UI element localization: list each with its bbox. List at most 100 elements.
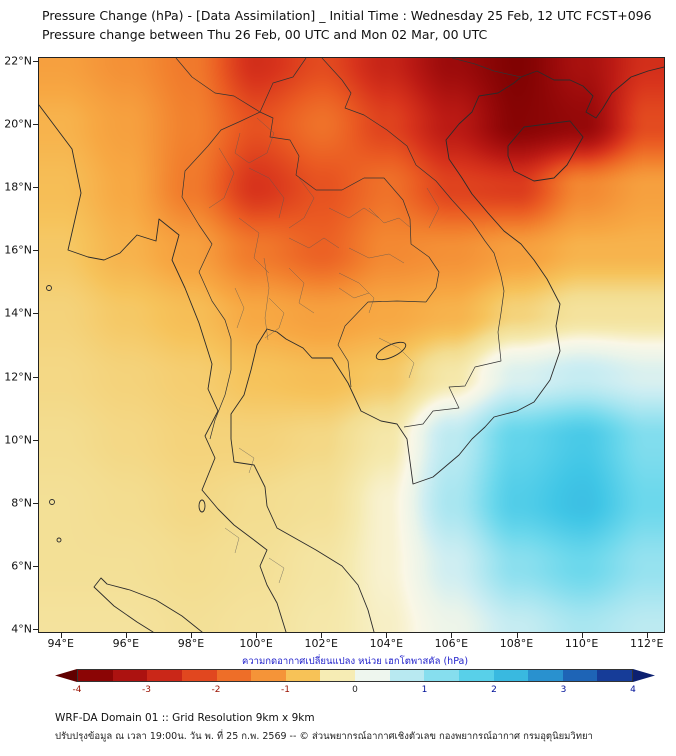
- small-island-1: [46, 285, 52, 291]
- lon-tick: [60, 633, 62, 638]
- colorbar-segment: [493, 670, 529, 681]
- lon-label: 102°E: [304, 637, 338, 650]
- lat-tick: [33, 313, 38, 315]
- lon-label: 112°E: [629, 637, 664, 650]
- sumatra-coast: [93, 577, 203, 632]
- lon-label: 106°E: [434, 637, 469, 650]
- latitude-ticks: [33, 58, 38, 634]
- lon-tick: [386, 633, 388, 638]
- colorbar-tick-label: -4: [72, 685, 82, 695]
- lon-label: 104°E: [369, 637, 404, 650]
- lon-label: 108°E: [499, 637, 534, 650]
- colorbar-segment: [424, 670, 459, 681]
- lon-tick: [646, 633, 648, 638]
- lat-label: 18°N: [4, 180, 32, 194]
- footer-domain-info: WRF-DA Domain 01 :: Grid Resolution 9km …: [55, 712, 315, 724]
- latitude-axis: 22°N 20°N 18°N 16°N 14°N 12°N 10°N 8°N 6°N 4°N: [0, 54, 34, 636]
- lon-label: 94°E: [47, 637, 75, 650]
- colorbar-segment: [216, 670, 252, 681]
- lon-tick: [581, 633, 583, 638]
- pressure-field-canvas: [39, 58, 664, 632]
- colorbar-segment: [528, 670, 563, 681]
- colorbar-tick-label: 1: [421, 685, 428, 695]
- colorbar-segment: [181, 670, 217, 681]
- lat-label: 14°N: [4, 306, 32, 320]
- hainan-island: [507, 120, 584, 182]
- lon-label: 98°E: [177, 637, 205, 650]
- lat-tick: [33, 124, 38, 126]
- colorbar-tick-label: -1: [281, 685, 290, 695]
- lat-tick: [33, 376, 38, 378]
- footer-update-info: ปรับปรุงข้อมูล ณ เวลา 19:00น. วัน พ. ที่…: [55, 731, 593, 742]
- border-laos-vietnam: [321, 58, 505, 292]
- lon-tick: [516, 633, 518, 638]
- colorbar-tick-label: -3: [142, 685, 151, 695]
- china-coast: [520, 66, 664, 119]
- colorbar-segment: [320, 670, 355, 681]
- colorbar-segment: [389, 670, 425, 681]
- coastlines: [39, 66, 664, 632]
- lat-tick: [33, 61, 38, 63]
- colorbar-tick-label: 2: [491, 685, 497, 695]
- lat-label: 10°N: [4, 433, 32, 447]
- lon-tick: [125, 633, 127, 638]
- lat-tick: [33, 187, 38, 189]
- lon-tick: [256, 633, 258, 638]
- colorbar-segment: [458, 670, 494, 681]
- country-borders: [175, 58, 522, 440]
- lat-tick: [33, 250, 38, 252]
- lat-tick: [33, 502, 38, 504]
- longitude-ticks: [38, 633, 665, 638]
- lat-label: 12°N: [4, 370, 32, 384]
- lon-label: 110°E: [564, 637, 599, 650]
- longitude-axis: 94°E 96°E 98°E 100°E 102°E 104°E 106°E 108°E 110…: [38, 637, 665, 651]
- tonle-sap-lake: [375, 341, 407, 361]
- lat-label: 8°N: [11, 496, 32, 510]
- small-island-3: [56, 537, 62, 543]
- border-cambodia-vietnam: [403, 290, 505, 428]
- province-boundaries: [208, 117, 440, 584]
- colorbar-segment: [562, 670, 598, 681]
- border-myanmar-laos: [259, 58, 307, 113]
- lat-tick: [33, 439, 38, 441]
- border-thailand-cambodia: [337, 300, 427, 388]
- colorbar-segment: [112, 670, 148, 681]
- coastline-gulf-vietnam: [230, 76, 561, 632]
- lon-tick: [190, 633, 192, 638]
- colorbar-segments: [77, 669, 633, 682]
- colorbar-segment: [251, 670, 286, 681]
- lat-label: 20°N: [4, 117, 32, 131]
- lat-label: 16°N: [4, 243, 32, 257]
- lon-label: 96°E: [112, 637, 140, 650]
- colorbar-tick-label: -2: [211, 685, 221, 695]
- colorbar-title: ความกดอากาศเปลี่ยนแปลง หน่วย เฮกโตพาสคัล…: [241, 656, 469, 667]
- colorbar-segment: [147, 670, 182, 681]
- border-china-vietnam: [451, 58, 522, 78]
- page-title: Pressure Change (hPa) - [Data Assimilati…: [42, 8, 652, 23]
- lat-label: 4°N: [11, 622, 32, 636]
- colorbar-segment: [597, 670, 632, 681]
- colorbar-segment: [78, 670, 113, 681]
- colorbar-segment: [355, 670, 390, 681]
- small-island-2: [49, 499, 55, 505]
- lon-label: 100°E: [239, 637, 273, 650]
- colorbar-tick-label: 0: [352, 685, 358, 695]
- colorbar-left-arrow: [55, 669, 77, 682]
- lon-tick: [451, 633, 453, 638]
- border-thailand-laos: [259, 111, 440, 303]
- lon-tick: [321, 633, 323, 638]
- phuket-island: [198, 499, 206, 513]
- colorbar-right-arrow: [633, 669, 655, 682]
- lat-tick: [33, 565, 38, 567]
- colorbar-segment: [285, 670, 321, 681]
- border-myanmar-china: [175, 58, 261, 113]
- colorbar: [55, 669, 655, 682]
- colorbar-tick-labels: -4 -3 -2 -1 0 1 2 3 4: [55, 685, 655, 697]
- page-subtitle: Pressure change between Thu 26 Feb, 00 U…: [42, 27, 488, 42]
- colorbar-tick-label: 3: [560, 685, 567, 695]
- coastline-overlay: [39, 58, 664, 632]
- border-myanmar-thailand: [181, 111, 261, 440]
- coastline-west-mainland: [39, 104, 287, 632]
- lat-label: 22°N: [4, 54, 32, 68]
